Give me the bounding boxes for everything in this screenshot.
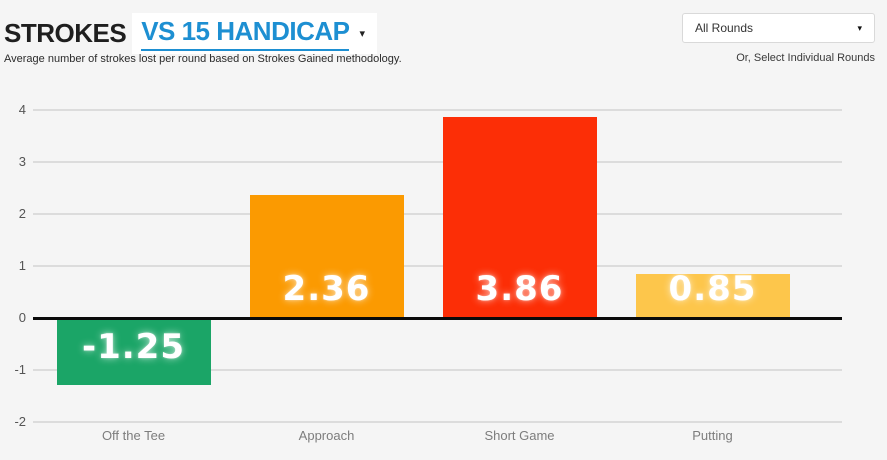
x-axis-label-putting: Putting bbox=[692, 428, 733, 443]
chevron-down-icon: ▾ bbox=[857, 22, 862, 33]
bar-value-label-approach: 2.36 bbox=[282, 269, 371, 309]
rounds-filter-select[interactable]: All Rounds ▾ bbox=[682, 13, 875, 43]
select-individual-rounds-hint: Or, Select Individual Rounds bbox=[736, 52, 875, 64]
y-tick-label--1: -1 bbox=[14, 362, 26, 377]
y-tick-label--2: -2 bbox=[14, 414, 26, 429]
handicap-comparison-label: VS 15 HANDICAP bbox=[141, 16, 350, 51]
chart-subtitle: Average number of strokes lost per round… bbox=[4, 53, 402, 65]
page-title: STROKES VS 15 HANDICAP ▾ bbox=[4, 13, 377, 54]
gridline-y--2 bbox=[33, 421, 842, 423]
x-axis-label-off-the-tee: Off the Tee bbox=[101, 428, 166, 443]
bar-value-label-off-the-tee: -1.25 bbox=[82, 327, 185, 367]
title-strokes-label: STROKES bbox=[4, 18, 127, 48]
gridline-y--1 bbox=[33, 369, 842, 371]
bar-putting[interactable] bbox=[635, 273, 790, 318]
bar-value-label-short-game: 3.86 bbox=[475, 269, 564, 309]
bar-approach[interactable] bbox=[249, 195, 404, 318]
chevron-down-icon: ▾ bbox=[359, 28, 365, 40]
y-tick-label-3: 3 bbox=[18, 154, 26, 169]
handicap-comparison-dropdown[interactable]: VS 15 HANDICAP ▾ bbox=[132, 13, 377, 54]
y-tick-label-1: 1 bbox=[18, 258, 26, 273]
x-axis-label-approach: Approach bbox=[298, 428, 355, 443]
rounds-filter-value: All Rounds bbox=[695, 21, 754, 35]
x-axis-label-short-game: Short Game bbox=[484, 428, 555, 443]
y-tick-label-2: 2 bbox=[18, 206, 26, 221]
gridline-y-1 bbox=[33, 265, 842, 267]
bar-value-label-putting: 0.85 bbox=[668, 269, 757, 309]
strokes-gained-bar-chart: 4 3 2 1 0 -1 -2 -1.25 Off the Tee 2.36 Approach 3.8… bbox=[0, 100, 887, 450]
bar-short-game[interactable] bbox=[442, 117, 597, 318]
gridline-y-3 bbox=[33, 161, 842, 163]
bar-off-the-tee[interactable] bbox=[56, 320, 211, 385]
y-tick-label-0: 0 bbox=[18, 310, 26, 325]
gridline-y-4 bbox=[33, 109, 842, 111]
gridline-y-2 bbox=[33, 213, 842, 215]
zero-axis-line bbox=[33, 317, 842, 320]
y-tick-label-4: 4 bbox=[18, 102, 26, 117]
